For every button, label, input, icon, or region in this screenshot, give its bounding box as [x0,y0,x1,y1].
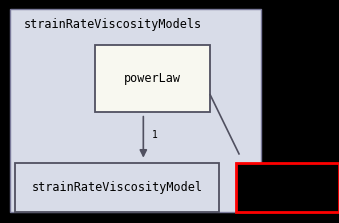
Bar [236,163,339,212]
Text: strainRateViscosityModel: strainRateViscosityModel [32,181,202,194]
Bar [10,9,261,212]
Text: strainRateViscosityModels: strainRateViscosityModels [24,18,202,31]
Text: powerLaw: powerLaw [124,72,181,85]
Bar [15,163,219,212]
Bar [95,45,210,112]
Text: 1: 1 [152,130,158,140]
